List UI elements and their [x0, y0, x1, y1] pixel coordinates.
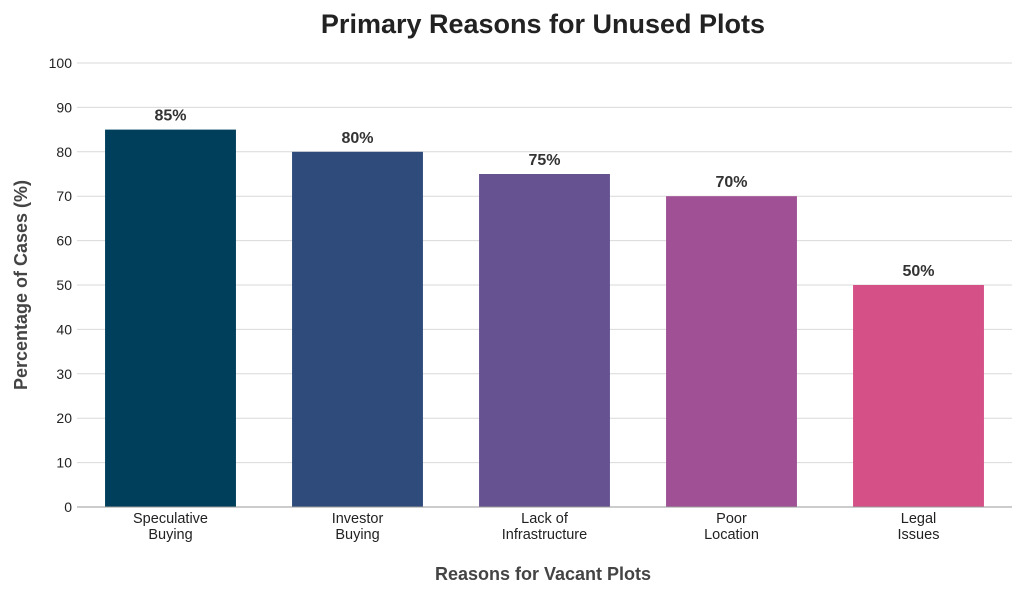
y-tick-label: 40 — [56, 321, 72, 337]
bar-value-label: 50% — [902, 263, 934, 280]
bar-value-label: 85% — [154, 108, 186, 125]
y-axis-ticks: 0 10 20 30 40 50 60 70 80 90 100 — [49, 55, 73, 515]
x-tick-label-line: Issues — [898, 527, 940, 543]
y-tick-label: 30 — [56, 366, 72, 382]
x-axis-title: Reasons for Vacant Plots — [435, 564, 651, 584]
x-tick-label-line: Investor — [332, 511, 384, 527]
bar — [105, 129, 236, 507]
y-tick-label: 10 — [56, 455, 72, 471]
x-tick-label: Investor Buying — [332, 511, 384, 543]
y-tick-label: 20 — [56, 410, 72, 426]
x-tick-label-line: Buying — [148, 527, 192, 543]
x-tick-label: Poor Location — [704, 511, 759, 543]
bar — [853, 285, 984, 507]
x-tick-label: Legal Issues — [898, 511, 940, 543]
bars — [105, 129, 984, 508]
x-tick-label: Lack of Infrastructure — [502, 511, 587, 543]
x-tick-label-line: Legal — [901, 511, 936, 527]
bar-value-label: 80% — [341, 130, 373, 147]
x-tick-label-line: Infrastructure — [502, 527, 587, 543]
y-tick-label: 60 — [56, 233, 72, 249]
bar — [479, 174, 610, 507]
y-tick-label: 70 — [56, 188, 72, 204]
x-tick-label-line: Speculative — [133, 511, 208, 527]
value-labels: 85% 80% 75% 70% 50% — [154, 108, 934, 280]
x-tick-label-line: Lack of — [521, 511, 569, 527]
y-tick-label: 90 — [56, 99, 72, 115]
y-tick-label: 0 — [64, 499, 72, 515]
bar — [666, 196, 797, 507]
bar — [292, 151, 423, 508]
x-tick-label-line: Location — [704, 527, 759, 543]
y-tick-label: 50 — [56, 277, 72, 293]
y-axis-title: Percentage of Cases (%) — [11, 180, 31, 390]
x-tick-label-line: Buying — [335, 527, 379, 543]
chart-title: Primary Reasons for Unused Plots — [321, 9, 765, 39]
y-tick-label: 100 — [49, 55, 73, 71]
y-tick-label: 80 — [56, 144, 72, 160]
x-tick-label-line: Poor — [716, 511, 747, 527]
bar-value-label: 75% — [528, 152, 560, 169]
x-tick-label: Speculative Buying — [133, 511, 208, 543]
bar-value-label: 70% — [715, 174, 747, 191]
